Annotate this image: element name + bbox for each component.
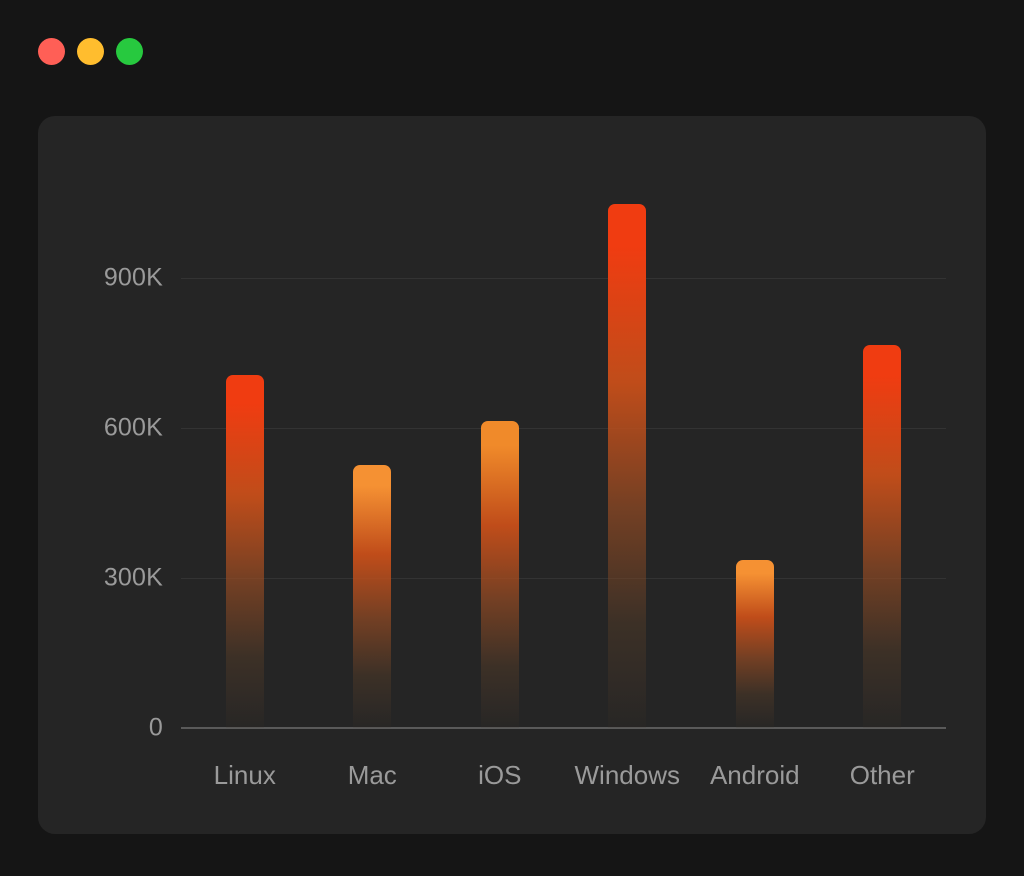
maximize-button[interactable] [116,38,143,65]
gridline [181,578,946,579]
bar-android[interactable] [735,560,774,728]
x-axis-label-ios: iOS [478,760,522,790]
minimize-button[interactable] [77,38,104,65]
chart-card: 0 300K 600K 900K Linux Mac iOS Windows Android Ot… [38,116,986,834]
close-button[interactable] [38,38,65,65]
y-axis-tick-label: 300K [103,563,163,592]
bar-windows[interactable] [608,204,647,728]
x-axis-label-android: Android [709,760,800,790]
x-axis-line [181,727,946,729]
x-axis-label-windows: Windows [574,760,680,790]
y-axis-tick-label: 0 [148,713,163,742]
x-axis-label-mac: Mac [347,760,397,790]
bar-ios[interactable] [480,421,519,728]
gridline [181,278,946,279]
window-titlebar [0,0,1024,104]
bar-linux[interactable] [225,375,264,728]
traffic-light-group [38,38,1024,65]
y-axis-tick-label: 600K [103,413,163,442]
x-axis-label-other: Other [849,760,915,790]
bar-chart-plot-area: 0 300K 600K 900K Linux Mac iOS Windows Android Ot… [38,116,986,834]
bar-mac[interactable] [353,465,392,728]
x-axis-label-linux: Linux [213,760,276,790]
bar-other[interactable] [863,345,902,728]
gridline [181,428,946,429]
y-axis-tick-label: 900K [103,263,163,292]
